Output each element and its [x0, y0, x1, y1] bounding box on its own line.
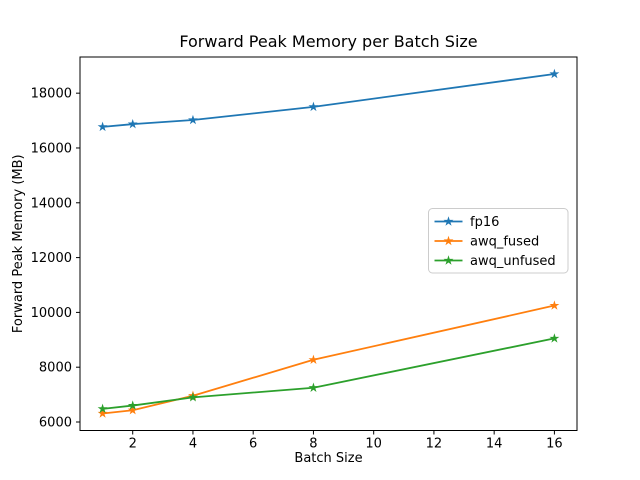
- data-point-star-fp16: [549, 68, 560, 79]
- data-point-star-fp16: [188, 114, 198, 125]
- y-tick-label: 16000: [31, 141, 72, 156]
- data-point-star-awq_fused: [308, 354, 319, 365]
- x-tick-label: 10: [365, 437, 382, 452]
- legend-marker-star-awq_fused: [443, 235, 454, 246]
- legend-label-fp16: fp16: [470, 215, 499, 230]
- data-point-star-awq_fused: [97, 408, 108, 418]
- legend-marker-star-awq_unfused: [443, 255, 454, 265]
- x-tick-label: 8: [309, 437, 317, 452]
- data-point-star-fp16: [97, 121, 108, 132]
- legend-box: [428, 208, 569, 274]
- data-point-star-awq_unfused: [97, 403, 108, 414]
- x-tick-label: 16: [546, 437, 563, 452]
- y-tick-label: 18000: [31, 87, 72, 102]
- legend-label-awq_unfused: awq_unfused: [470, 254, 556, 269]
- legend-label-awq_fused: awq_fused: [470, 235, 539, 250]
- data-point-star-awq_unfused: [308, 382, 319, 392]
- y-tick-label: 8000: [39, 361, 72, 376]
- data-point-star-awq_fused: [127, 405, 138, 415]
- x-tick-label: 2: [129, 437, 137, 452]
- x-tick-label: 6: [249, 437, 257, 452]
- legend-marker-star-fp16: [443, 216, 454, 226]
- x-axis-label: Batch Size: [294, 451, 362, 466]
- data-point-star-awq_unfused: [549, 333, 560, 343]
- data-point-star-awq_unfused: [127, 400, 138, 410]
- y-tick-label: 14000: [31, 196, 72, 211]
- x-tick-label: 4: [189, 437, 197, 452]
- data-point-star-fp16: [127, 118, 138, 129]
- data-point-star-awq_unfused: [188, 392, 198, 402]
- y-tick-label: 10000: [31, 306, 72, 321]
- data-point-star-awq_fused: [549, 300, 560, 310]
- y-tick-label: 12000: [31, 251, 72, 266]
- y-axis-label: Forward Peak Memory (MB): [11, 154, 26, 333]
- plot-area-border: [79, 56, 578, 431]
- x-tick-label: 14: [486, 437, 503, 452]
- data-point-star-fp16: [308, 101, 319, 112]
- x-tick-label: 12: [426, 437, 443, 452]
- y-tick-label: 6000: [39, 416, 72, 431]
- chart-title: Forward Peak Memory per Batch Size: [179, 32, 477, 51]
